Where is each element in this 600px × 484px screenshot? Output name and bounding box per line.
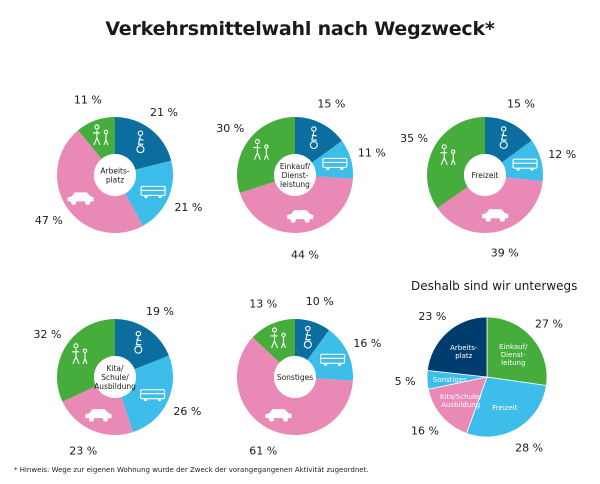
percent-label: 13 % (249, 298, 277, 311)
pie-slice-label: leitung (501, 359, 525, 367)
pie-slice-label: Freizeit (492, 404, 517, 412)
bus-icon (322, 157, 348, 171)
percent-label: 15 % (317, 98, 345, 111)
donut-center-label: Arbeits- (100, 167, 130, 176)
donut-slice (501, 140, 543, 182)
percent-label: 10 % (306, 295, 334, 308)
percent-label: 39 % (491, 247, 519, 260)
donut-center-label: Ausbildung (94, 382, 136, 391)
bus-icon (512, 158, 538, 171)
pie-slice (465, 376, 547, 438)
percent-label: 5 % (395, 375, 416, 388)
donut-slice (307, 330, 353, 381)
car-icon (67, 192, 94, 205)
percent-label: 21 % (174, 201, 202, 214)
pie-slice-label: Sonstiges (433, 376, 467, 384)
donut-slice (115, 117, 172, 170)
cyclist-icon (309, 126, 318, 150)
donut-hole (94, 154, 136, 196)
donut-slice (239, 176, 353, 233)
donut-chart: 21 % 21 % 47 % 11 % Arbeits-platz (35, 94, 202, 234)
donut-center-label: Schule/ (101, 373, 129, 382)
donut-center-label: Dienst- (282, 171, 309, 180)
cyclist-icon (136, 130, 145, 154)
donut-slice (485, 117, 532, 163)
pie-slice (486, 316, 548, 386)
pie-slice-label: Arbeits- (450, 344, 478, 352)
pedestrian-icon (71, 343, 88, 364)
percent-label: 19 % (146, 305, 174, 318)
percent-label: 21 % (150, 106, 178, 119)
pie-slice-label: Dienst- (501, 351, 526, 359)
pie-slice-label: Kita/Schule/ (440, 393, 482, 401)
percent-label: 47 % (35, 214, 63, 227)
percent-label: 12 % (548, 148, 576, 161)
donut-slice (125, 160, 174, 226)
percent-label: 44 % (291, 248, 319, 261)
chart-title: Verkehrsmittelwahl nach Wegzweck* (105, 18, 495, 40)
donut-slice (437, 177, 543, 233)
percent-label: 30 % (216, 122, 244, 135)
donut-hole (274, 356, 316, 398)
percent-label: 16 % (411, 425, 439, 438)
percent-label: 35 % (400, 132, 428, 145)
percent-label: 16 % (353, 337, 381, 350)
bus-icon (140, 389, 166, 402)
donut-slice (236, 337, 353, 435)
donut-center-label: leistung (280, 180, 310, 189)
cyclist-icon (499, 126, 508, 149)
donut-chart: 15 % 11 % 44 % 30 % Einkauf/Dienst-leistung (216, 98, 385, 262)
donut-slice (56, 130, 143, 234)
donut-slice (427, 117, 485, 209)
pedestrian-icon (440, 144, 456, 165)
bus-icon (140, 185, 166, 199)
donut-center-label: Kita/ (106, 364, 124, 373)
percent-label: 61 % (249, 444, 277, 457)
pie-subheading: Deshalb sind wir unterwegs (411, 279, 578, 293)
pedestrian-icon (253, 139, 269, 160)
pedestrian-icon (92, 124, 109, 146)
car-icon (287, 210, 314, 223)
pie-slice (427, 376, 488, 434)
pie-slice-label: Einkauf/ (499, 343, 528, 351)
donut-hole (94, 356, 136, 398)
percent-label: 27 % (535, 317, 563, 330)
percent-label: 23 % (418, 310, 446, 323)
percent-label: 32 % (33, 328, 61, 341)
pie-slice-label: Ausbildung (441, 401, 480, 409)
pie-slice (426, 316, 488, 378)
donut-center-label: Einkauf/ (280, 162, 311, 171)
percent-label: 15 % (507, 98, 535, 111)
percent-label: 26 % (173, 405, 201, 418)
donut-chart: 10 % 16 % 61 % 13 % Sonstiges (236, 295, 381, 457)
percent-label: 11 % (358, 147, 386, 160)
car-icon (482, 209, 509, 222)
donut-center-label: Sonstiges (277, 373, 313, 382)
percent-label: 28 % (515, 441, 543, 454)
donut-slice (295, 117, 342, 163)
car-icon (85, 409, 112, 422)
percent-label: 11 % (74, 94, 102, 107)
donut-hole (274, 154, 316, 196)
pie-slice-label: platz (455, 352, 472, 360)
donut-slice (295, 318, 330, 361)
donut-center-label: platz (106, 176, 124, 185)
purpose-pie-chart: Einkauf/Dienst-leitung 27 % Freizeit 28 % Ki… (395, 310, 563, 454)
donut-chart: 19 % 26 % 23 % 32 % Kita/Schule/Ausbildung (33, 305, 201, 458)
donut-chart: 15 % 12 % 39 % 35 % Freizeit (400, 98, 576, 260)
percent-label: 23 % (69, 444, 97, 457)
bus-icon (320, 353, 346, 366)
cyclist-icon (134, 330, 143, 354)
car-icon (265, 409, 292, 422)
cyclist-icon (303, 325, 312, 349)
donut-hole (464, 154, 506, 196)
footnote: * Hinweis: Wege zur eigenen Wohnung wurd… (14, 466, 369, 474)
donut-center-label: Freizeit (472, 171, 499, 180)
donut-slice (252, 319, 295, 363)
pedestrian-icon (270, 327, 287, 349)
donut-slice (115, 319, 169, 370)
